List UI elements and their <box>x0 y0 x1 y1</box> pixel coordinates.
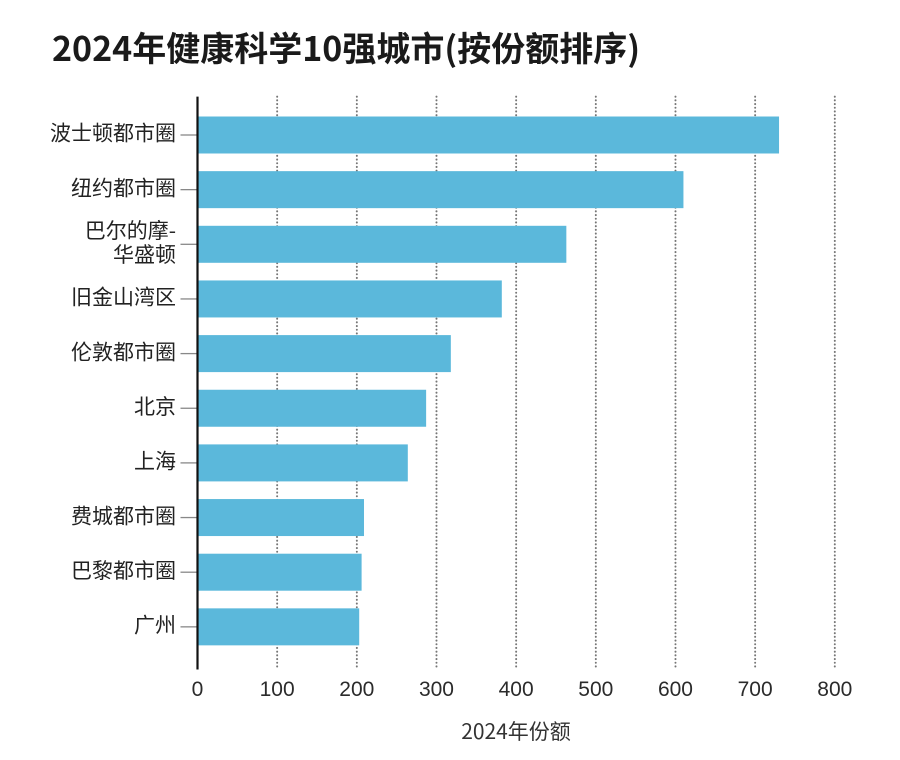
svg-text:巴黎都市圈: 巴黎都市圈 <box>71 555 176 585</box>
svg-text:800: 800 <box>817 678 852 701</box>
svg-text:500: 500 <box>578 678 613 701</box>
svg-text:广州: 广州 <box>134 610 176 640</box>
svg-text:0: 0 <box>192 678 204 701</box>
svg-text:100: 100 <box>260 678 295 701</box>
svg-text:上海: 上海 <box>134 446 176 476</box>
svg-text:旧金山湾区: 旧金山湾区 <box>71 282 176 312</box>
svg-text:北京: 北京 <box>134 391 176 421</box>
svg-text:纽约都市圈: 纽约都市圈 <box>71 172 176 202</box>
svg-text:波士顿都市圈: 波士顿都市圈 <box>50 118 176 148</box>
svg-text:600: 600 <box>658 678 693 701</box>
svg-text:伦敦都市圈: 伦敦都市圈 <box>71 336 176 366</box>
svg-text:费城都市圈: 费城都市圈 <box>71 500 176 530</box>
svg-text:华盛顿: 华盛顿 <box>113 239 176 269</box>
svg-text:700: 700 <box>738 678 773 701</box>
svg-text:200: 200 <box>339 678 374 701</box>
svg-text:300: 300 <box>419 678 454 701</box>
svg-text:400: 400 <box>499 678 534 701</box>
